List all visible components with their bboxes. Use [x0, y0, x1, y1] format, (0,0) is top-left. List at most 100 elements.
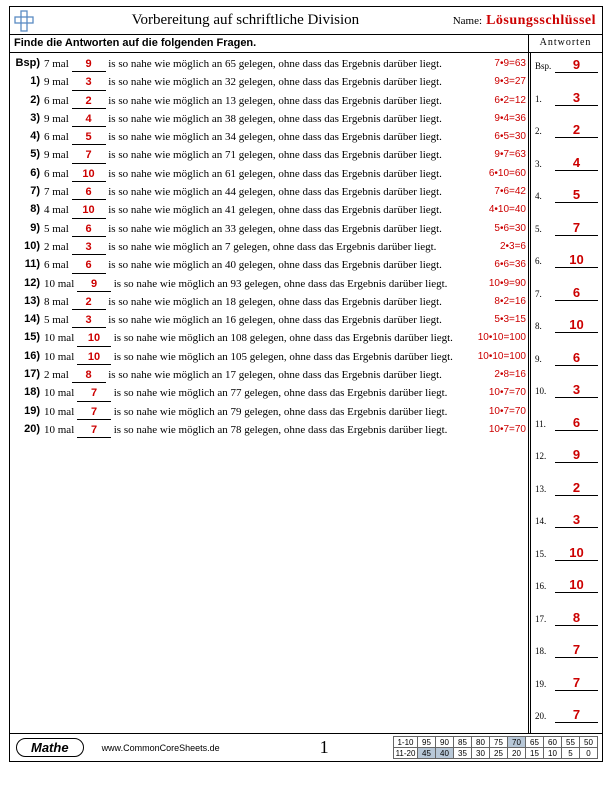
question-text: 5 mal 3 is so nahe wie möglich an 16 gel… [44, 313, 472, 328]
hint-text: 6•6=36 [472, 258, 526, 270]
answer-value: 5 [555, 187, 598, 203]
hint-text: 6•10=60 [472, 167, 526, 179]
question-number: 6) [14, 167, 44, 179]
answer-row: 18.7 [535, 642, 598, 675]
question-row: 3)9 mal 4 is so nahe wie möglich an 38 g… [14, 112, 526, 127]
answer-label: Bsp. [535, 61, 555, 71]
question-number: 11) [14, 258, 44, 270]
answer-blank: 5 [72, 130, 106, 145]
answer-label: 19. [535, 679, 555, 689]
question-number: 9) [14, 222, 44, 234]
answer-label: 18. [535, 646, 555, 656]
body: Bsp)7 mal 9 is so nahe wie möglich an 65… [10, 53, 602, 733]
answer-value: 2 [555, 122, 598, 138]
hint-text: 7•6=42 [472, 185, 526, 197]
answer-row: Bsp.9 [535, 57, 598, 90]
question-text: 10 mal 10 is so nahe wie möglich an 108 … [44, 331, 472, 346]
question-row: 18)10 mal 7 is so nahe wie möglich an 77… [14, 386, 526, 401]
answer-row: 7.6 [535, 285, 598, 318]
question-text: 9 mal 4 is so nahe wie möglich an 38 gel… [44, 112, 472, 127]
page-title: Vorbereitung auf schriftliche Division [38, 12, 453, 29]
answer-value: 4 [555, 155, 598, 171]
hint-text: 10•10=100 [472, 331, 526, 343]
question-number: 10) [14, 240, 44, 252]
question-row: 13)8 mal 2 is so nahe wie möglich an 18 … [14, 295, 526, 310]
answer-blank: 2 [72, 94, 106, 109]
question-row: 14)5 mal 3 is so nahe wie möglich an 16 … [14, 313, 526, 328]
answer-value: 3 [555, 382, 598, 398]
question-row: 12)10 mal 9 is so nahe wie möglich an 93… [14, 277, 526, 292]
answers-column: Bsp.91.32.23.44.55.76.107.68.109.610.311… [528, 53, 602, 733]
hint-text: 10•10=100 [472, 350, 526, 362]
answer-row: 17.8 [535, 610, 598, 643]
hint-text: 10•7=70 [472, 423, 526, 435]
answer-row: 16.10 [535, 577, 598, 610]
questions-column: Bsp)7 mal 9 is so nahe wie möglich an 65… [10, 53, 528, 733]
hint-text: 10•7=70 [472, 405, 526, 417]
question-text: 7 mal 9 is so nahe wie möglich an 65 gel… [44, 57, 472, 72]
answer-value: 7 [555, 707, 598, 723]
answer-blank: 8 [72, 368, 106, 383]
answer-blank: 3 [72, 75, 106, 90]
question-number: 2) [14, 94, 44, 106]
hint-text: 7•9=63 [472, 57, 526, 69]
hint-text: 10•9=90 [472, 277, 526, 289]
question-row: 6)6 mal 10 is so nahe wie möglich an 61 … [14, 167, 526, 182]
answer-row: 15.10 [535, 545, 598, 578]
answer-label: 7. [535, 289, 555, 299]
question-text: 6 mal 5 is so nahe wie möglich an 34 gel… [44, 130, 472, 145]
answer-row: 1.3 [535, 90, 598, 123]
question-text: 5 mal 6 is so nahe wie möglich an 33 gel… [44, 222, 472, 237]
question-text: 6 mal 6 is so nahe wie möglich an 40 gel… [44, 258, 472, 273]
question-text: 10 mal 7 is so nahe wie möglich an 78 ge… [44, 423, 472, 438]
answer-row: 5.7 [535, 220, 598, 253]
instruction-text: Finde die Antworten auf die folgenden Fr… [10, 35, 528, 52]
answer-blank: 9 [72, 57, 106, 72]
question-number: 18) [14, 386, 44, 398]
answer-value: 9 [555, 57, 598, 73]
answer-label: 13. [535, 484, 555, 494]
answer-label: 17. [535, 614, 555, 624]
answer-label: 3. [535, 159, 555, 169]
instruction-row: Finde die Antworten auf die folgenden Fr… [10, 35, 602, 53]
question-number: 15) [14, 331, 44, 343]
answer-value: 7 [555, 675, 598, 691]
question-row: 16)10 mal 10 is so nahe wie möglich an 1… [14, 350, 526, 365]
question-row: 20)10 mal 7 is so nahe wie möglich an 78… [14, 423, 526, 438]
answer-row: 9.6 [535, 350, 598, 383]
answer-row: 19.7 [535, 675, 598, 708]
answer-key-label: Lösungsschlüssel [486, 13, 602, 29]
question-number: 20) [14, 423, 44, 435]
answer-value: 9 [555, 447, 598, 463]
question-text: 9 mal 7 is so nahe wie möglich an 71 gel… [44, 148, 472, 163]
question-text: 10 mal 10 is so nahe wie möglich an 105 … [44, 350, 472, 365]
answer-value: 6 [555, 350, 598, 366]
question-text: 10 mal 7 is so nahe wie möglich an 79 ge… [44, 405, 472, 420]
answer-label: 10. [535, 386, 555, 396]
question-row: 19)10 mal 7 is so nahe wie möglich an 79… [14, 405, 526, 420]
question-row: 8)4 mal 10 is so nahe wie möglich an 41 … [14, 203, 526, 218]
question-text: 6 mal 10 is so nahe wie möglich an 61 ge… [44, 167, 472, 182]
page-number: 1 [320, 737, 329, 758]
answer-blank: 6 [72, 258, 106, 273]
answer-blank: 10 [72, 203, 106, 218]
answer-row: 12.9 [535, 447, 598, 480]
worksheet-page: Vorbereitung auf schriftliche Division N… [9, 6, 603, 762]
answer-label: 12. [535, 451, 555, 461]
question-number: 12) [14, 277, 44, 289]
logo-icon [10, 8, 38, 34]
question-number: 17) [14, 368, 44, 380]
question-row: 10)2 mal 3 is so nahe wie möglich an 7 g… [14, 240, 526, 255]
answer-row: 2.2 [535, 122, 598, 155]
answer-blank: 10 [77, 331, 111, 346]
hint-text: 5•3=15 [472, 313, 526, 325]
answer-row: 3.4 [535, 155, 598, 188]
site-url: www.CommonCoreSheets.de [102, 743, 220, 753]
question-row: Bsp)7 mal 9 is so nahe wie möglich an 65… [14, 57, 526, 72]
question-row: 5)9 mal 7 is so nahe wie möglich an 71 g… [14, 148, 526, 163]
question-text: 4 mal 10 is so nahe wie möglich an 41 ge… [44, 203, 472, 218]
answer-label: 1. [535, 94, 555, 104]
answer-label: 20. [535, 711, 555, 721]
question-number: 3) [14, 112, 44, 124]
answer-value: 6 [555, 415, 598, 431]
